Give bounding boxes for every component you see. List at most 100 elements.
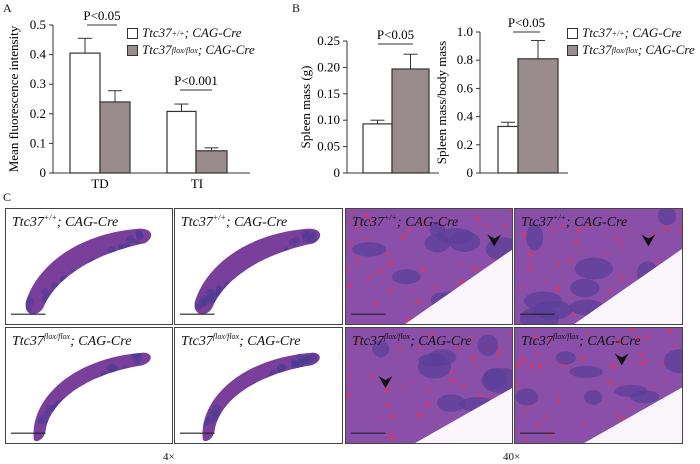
allele: flox/flox (383, 332, 411, 341)
allele: +/+ (43, 213, 57, 222)
panel-genotype-label: Ttc37+/+; CAG-Cre (181, 213, 287, 231)
significance-label: P<0.05 (508, 15, 545, 30)
legend-item-wt-a: Ttc37 +/+; CAG-Cre (127, 25, 242, 41)
legend-item-ko-b: Ttc37 flox/flox; CAG-Cre (567, 42, 695, 58)
y-tick-label: 0.2 (30, 106, 46, 121)
y-axis-label: Mean fluorescence intensity (6, 25, 21, 172)
y-tick-label: 0 (334, 165, 341, 180)
histology-panel-wt-4x: Ttc37+/+; CAG-Cre (5, 208, 173, 325)
micrograph (10, 228, 152, 315)
magnification-label-4x: 4× (163, 451, 175, 463)
micrograph (346, 209, 512, 324)
y-tick-label: 0.10 (317, 112, 340, 127)
micrograph (346, 328, 512, 443)
y-tick-label: 0.25 (317, 33, 340, 48)
x-tick-label: TI (191, 176, 203, 191)
legend-item-ko-a: Ttc37 flox/flox; CAG-Cre (127, 42, 255, 58)
gene: Ttc37 (352, 334, 384, 349)
legend-swatch-ko (567, 44, 578, 56)
gene: Ttc37 (181, 215, 213, 230)
legend-sup: +/+ (171, 28, 185, 38)
bar-wt (362, 123, 393, 174)
cre-driver: ; CAG-Cre (565, 215, 628, 230)
histology-panel-ko-40x: Ttc37flox/flox; CAG-Cre (514, 327, 683, 444)
legend-gene: Ttc37 (582, 25, 612, 40)
allele: flox/flox (212, 332, 240, 341)
bar-wt (497, 125, 519, 174)
y-tick-label: 0.20 (317, 59, 340, 74)
legend-suffix: ; CAG-Cre (624, 25, 682, 40)
cre-driver: ; CAG-Cre (579, 334, 641, 349)
histology-panel-wt-4x: Ttc37+/+; CAG-Cre (174, 208, 343, 325)
micrograph (515, 209, 682, 324)
arrowhead-icon (614, 353, 629, 366)
gene: Ttc37 (521, 334, 553, 349)
micrograph (179, 228, 321, 315)
allele: flox/flox (43, 332, 71, 341)
cre-driver: ; CAG-Cre (396, 215, 459, 230)
y-tick-label: 0.8 (457, 52, 473, 67)
bar-ko (195, 150, 228, 174)
histology-panel-ko-4x: Ttc37flox/flox; CAG-Cre (5, 327, 173, 444)
micrograph (515, 328, 682, 443)
cre-driver: ; CAG-Cre (239, 334, 301, 349)
legend-item-wt-b: Ttc37 +/+; CAG-Cre (567, 25, 682, 41)
histology-panel-ko-4x: Ttc37flox/flox; CAG-Cre (174, 327, 343, 444)
panel-genotype-label: Ttc37flox/flox; CAG-Cre (352, 332, 471, 350)
y-tick-label: 1.0 (457, 24, 473, 39)
panel-genotype-label: Ttc37flox/flox; CAG-Cre (521, 332, 640, 350)
y-tick-label: 0 (467, 165, 474, 180)
panel-genotype-label: Ttc37flox/flox; CAG-Cre (12, 332, 131, 350)
panel-genotype-label: Ttc37+/+; CAG-Cre (12, 213, 118, 231)
significance-label: P<0.001 (174, 73, 218, 88)
panel-label-c: C (3, 190, 12, 204)
panel-label-a: A (3, 1, 12, 15)
cre-driver: ; CAG-Cre (70, 334, 132, 349)
y-tick-label: 0.15 (317, 86, 340, 101)
arrowhead-icon (378, 376, 393, 388)
allele: +/+ (552, 213, 566, 222)
x-tick-label: TD (91, 176, 108, 191)
legend-swatch-wt (567, 27, 578, 39)
y-tick-label: 0.5 (30, 17, 46, 32)
y-axis-label: Spleen mass (g) (298, 65, 313, 148)
magnification-label-40x: 40× (503, 451, 521, 463)
bar-ko (391, 68, 430, 174)
significance-label: P<0.05 (377, 27, 414, 42)
y-tick-label: 0.6 (457, 80, 474, 95)
arrowhead-icon (487, 234, 502, 247)
y-tick-label: 0.3 (30, 76, 46, 91)
panel-label-b: B (292, 1, 301, 15)
legend-gene: Ttc37 (142, 25, 172, 40)
gene: Ttc37 (181, 334, 213, 349)
y-tick-label: 0.4 (457, 109, 474, 124)
legend-suffix: ; CAG-Cre (197, 42, 255, 57)
panel-genotype-label: Ttc37+/+; CAG-Cre (521, 213, 627, 231)
legend-sup: +/+ (611, 28, 625, 38)
y-tick-label: 0.1 (30, 135, 46, 150)
gene: Ttc37 (12, 334, 44, 349)
legend-swatch-wt (127, 27, 138, 39)
legend-swatch-ko (127, 44, 138, 56)
legend-sup: flox/flox (611, 45, 638, 55)
y-tick-label: 0 (40, 165, 47, 180)
legend-suffix: ; CAG-Cre (184, 25, 242, 40)
panel-genotype-label: Ttc37flox/flox; CAG-Cre (181, 332, 300, 350)
bar-ko (99, 101, 131, 174)
cre-driver: ; CAG-Cre (410, 334, 472, 349)
gene: Ttc37 (521, 215, 553, 230)
histology-panel-ko-40x: Ttc37flox/flox; CAG-Cre (345, 327, 513, 444)
legend-gene: Ttc37 (582, 42, 612, 57)
cre-driver: ; CAG-Cre (225, 215, 288, 230)
y-tick-label: 0.05 (317, 139, 340, 154)
histology-panel-wt-40x: Ttc37+/+; CAG-Cre (514, 208, 683, 325)
y-tick-label: 0.4 (30, 47, 47, 62)
arrowhead-icon (641, 234, 656, 247)
cre-driver: ; CAG-Cre (56, 215, 119, 230)
gene: Ttc37 (352, 215, 384, 230)
bar-wt (69, 52, 101, 174)
panel-genotype-label: Ttc37+/+; CAG-Cre (352, 213, 458, 231)
gene: Ttc37 (12, 215, 44, 230)
histology-panel-wt-40x: Ttc37+/+; CAG-Cre (345, 208, 513, 325)
